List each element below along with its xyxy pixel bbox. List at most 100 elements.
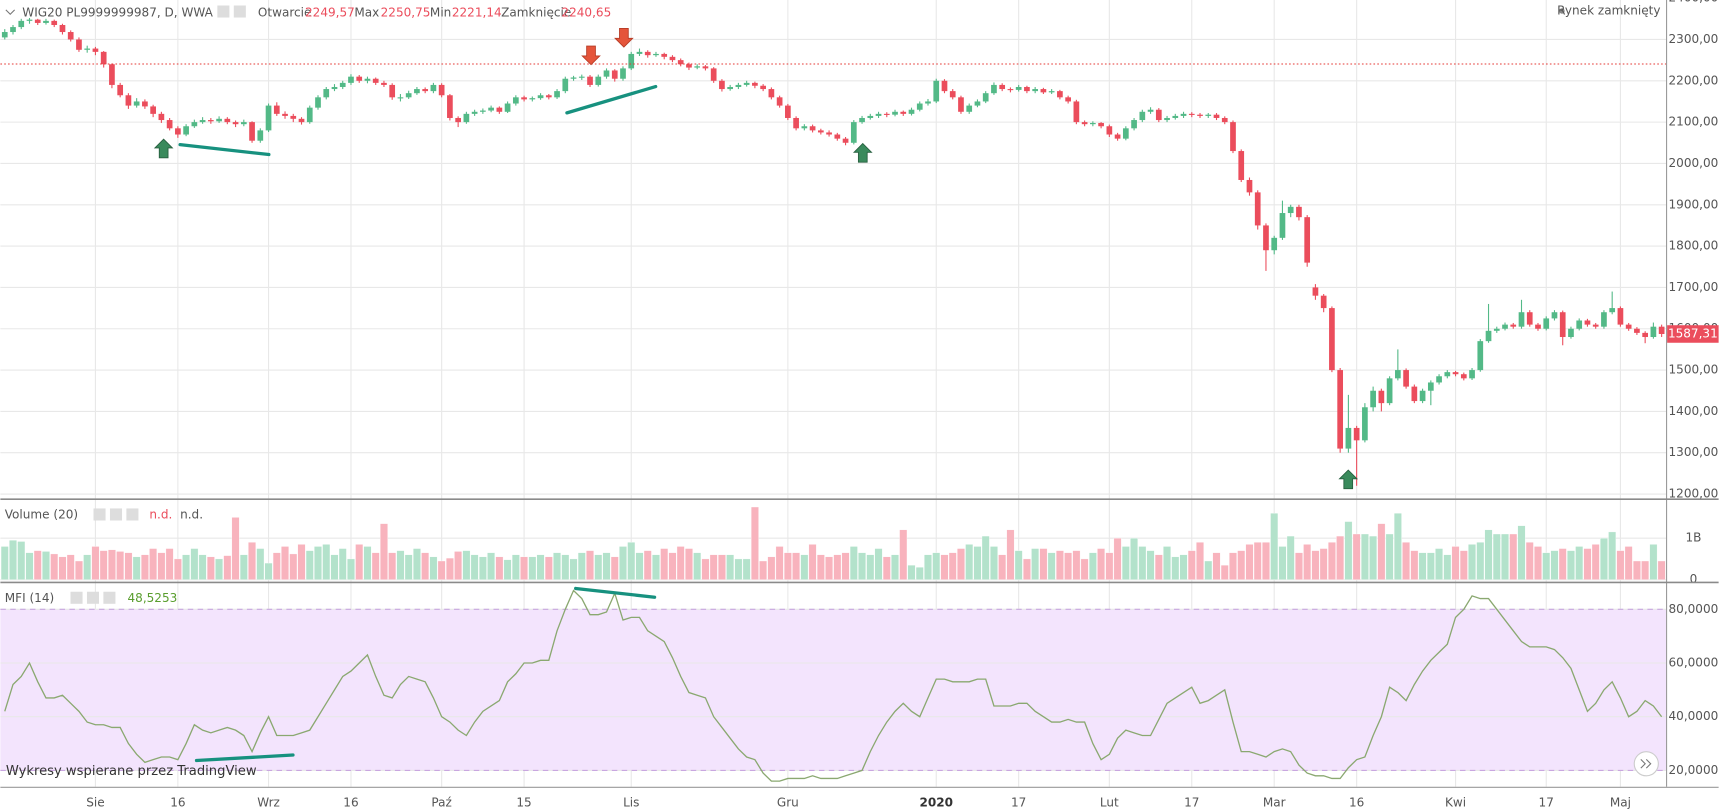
volume-bar: [808, 544, 817, 580]
volume-bar: [1509, 533, 1518, 580]
volume-bar: [1006, 529, 1015, 580]
candle-body: [1057, 91, 1063, 98]
volume-bar: [899, 529, 908, 580]
candle-body: [76, 39, 82, 50]
candle-body: [1337, 370, 1344, 449]
candle-body: [793, 117, 799, 129]
candle-body: [661, 53, 668, 57]
candle-body: [1155, 109, 1162, 121]
volume-bar: [775, 546, 784, 580]
candle-body: [1015, 86, 1022, 90]
volume-bar: [231, 517, 240, 580]
volume-bar: [1641, 560, 1650, 580]
volume-bar: [1311, 550, 1320, 580]
up-arrow: [153, 138, 174, 159]
icon[interactable]: [126, 508, 139, 521]
volume-bar: [569, 558, 578, 580]
x-tick-label: 17: [1539, 796, 1554, 810]
candle-body: [1370, 390, 1376, 408]
candle-body: [1279, 213, 1286, 238]
icon[interactable]: [70, 591, 83, 604]
volume-bar: [1344, 521, 1353, 580]
volume-bar: [635, 552, 644, 580]
market-status: Rynek zamknięty: [1557, 3, 1660, 17]
volume-bar: [1121, 546, 1130, 580]
volume-bar: [141, 554, 149, 580]
volume-bar: [289, 553, 298, 580]
candle-body: [249, 122, 255, 141]
candle-body: [51, 20, 58, 26]
icon[interactable]: [233, 5, 246, 18]
x-tick-label: Gru: [777, 796, 799, 810]
candle-body: [488, 107, 494, 111]
icon[interactable]: [103, 591, 116, 604]
candle-body: [1477, 341, 1484, 371]
candle-body: [760, 85, 766, 90]
volume-bar: [157, 552, 166, 580]
candle-body: [133, 101, 140, 106]
trend-line: [194, 753, 295, 763]
candle-body: [1164, 117, 1170, 121]
icon[interactable]: [93, 508, 106, 521]
candle-body: [1230, 122, 1236, 152]
icon[interactable]: [86, 591, 100, 604]
candle-body: [669, 56, 676, 61]
volume-bar: [248, 542, 256, 580]
volume-bar: [503, 559, 512, 580]
volume-bar: [932, 552, 941, 580]
volume-bar: [594, 554, 603, 580]
volume-bar: [338, 548, 347, 580]
candle-body: [933, 80, 940, 102]
collapse-icon[interactable]: [5, 9, 16, 16]
volume-bar: [75, 560, 83, 580]
icon[interactable]: [217, 5, 230, 18]
candle-body: [1436, 376, 1442, 383]
volume-bar: [1187, 550, 1196, 580]
volume-bar: [1501, 533, 1509, 580]
volume-bar: [1600, 537, 1608, 580]
candle-body: [1518, 312, 1525, 327]
overlay: WIG20 PL9999999987, D, WWA Otwarcie 2249…: [0, 0, 1719, 788]
candle-body: [1147, 109, 1154, 112]
volume-bar: [981, 535, 990, 580]
volume-bar: [1583, 548, 1592, 580]
candle-body: [1650, 326, 1657, 338]
volume-bar: [866, 554, 875, 580]
candle-body: [1287, 206, 1294, 214]
scroll-button[interactable]: [1633, 751, 1659, 777]
candle-body: [817, 130, 824, 133]
candle-body: [1081, 122, 1088, 125]
candle-body: [496, 107, 503, 112]
volume-bar: [1361, 533, 1369, 580]
volume-bar: [1608, 531, 1617, 580]
candle-body: [414, 89, 420, 94]
candle-body: [529, 98, 536, 100]
volume-bar: [429, 556, 438, 580]
candle-body: [611, 70, 618, 79]
candle-body: [842, 138, 849, 143]
y-tick-label: 1300,00: [1669, 445, 1719, 459]
volume-bar: [50, 553, 59, 580]
up-arrow: [852, 142, 873, 163]
volume-bar: [256, 548, 265, 580]
volume-bar: [1542, 552, 1551, 580]
candle-body: [966, 105, 973, 112]
candle-body: [1180, 113, 1187, 116]
volume-bar: [314, 546, 322, 580]
candle-body: [603, 70, 610, 77]
candle-body: [677, 60, 684, 65]
candle-body: [1254, 192, 1261, 226]
candle-body: [216, 118, 222, 122]
volume-bar: [1484, 529, 1493, 580]
icon[interactable]: [109, 508, 123, 521]
volume-bar: [1616, 550, 1625, 580]
candle-body: [455, 117, 461, 123]
candle-body: [1304, 217, 1311, 263]
candle-body: [109, 64, 115, 85]
legend-label: Max: [354, 6, 379, 20]
volume-bar: [602, 552, 611, 580]
volume-bar: [413, 548, 421, 580]
candle-body: [1386, 378, 1393, 404]
candle-body: [463, 113, 470, 123]
volume-bar: [907, 564, 916, 580]
